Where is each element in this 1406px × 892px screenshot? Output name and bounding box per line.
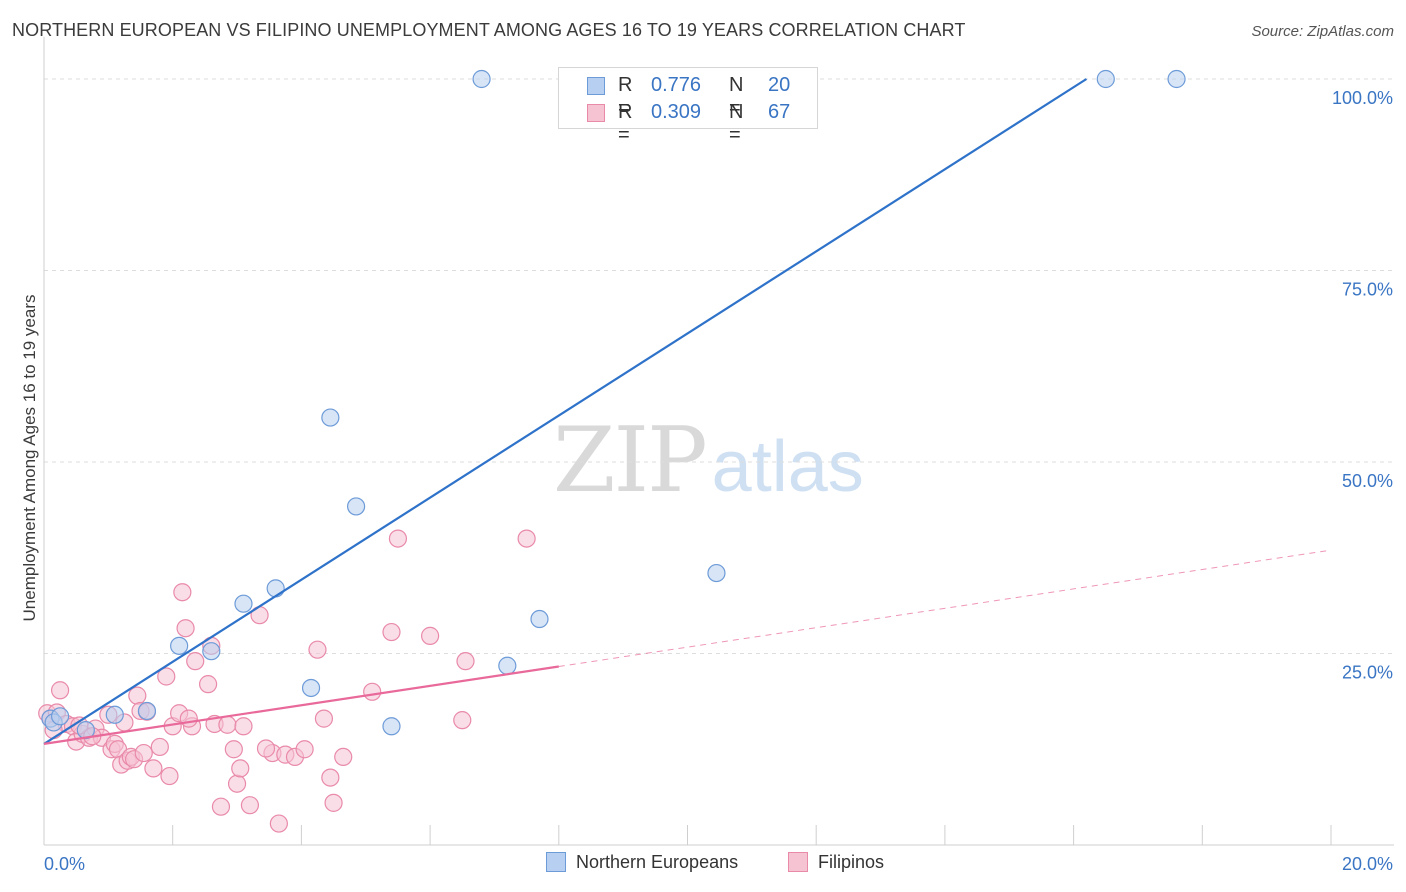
data-point-filipinos — [157, 667, 176, 686]
correlation-legend: R = 0.776 N = 20 R = 0.309 N = 67 — [558, 67, 818, 146]
legend-swatch-blue — [587, 77, 605, 95]
trend-line-extension-filipinos — [558, 549, 1332, 668]
data-point-northern-europeans — [50, 707, 70, 726]
legend-swatch-pink — [788, 852, 808, 872]
legend-r-label: R = — [618, 74, 633, 119]
data-point-northern-europeans — [137, 701, 157, 721]
data-point-northern-europeans — [321, 408, 340, 427]
legend-n-label: N = — [729, 101, 744, 146]
x-tick-label: 20.0% — [1342, 854, 1393, 874]
data-point-filipinos — [179, 709, 198, 728]
data-point-filipinos — [218, 715, 237, 734]
data-point-northern-europeans — [266, 579, 285, 598]
data-point-filipinos — [382, 622, 401, 642]
data-point-northern-europeans — [202, 642, 221, 661]
legend-r-label: R = — [618, 101, 633, 146]
data-point-northern-europeans — [346, 497, 366, 516]
data-point-northern-europeans — [498, 656, 517, 675]
x-tick-label: 0.0% — [44, 854, 85, 874]
data-point-filipinos — [176, 619, 195, 638]
data-point-filipinos — [388, 529, 408, 548]
data-point-filipinos — [334, 747, 353, 767]
data-point-filipinos — [295, 740, 314, 759]
data-point-filipinos — [173, 583, 192, 602]
data-point-filipinos — [227, 774, 247, 793]
legend-swatch-pink — [587, 104, 605, 122]
data-point-northern-europeans — [1096, 69, 1115, 89]
data-point-filipinos — [321, 768, 340, 787]
data-point-filipinos — [269, 814, 288, 833]
data-point-northern-europeans — [530, 609, 549, 629]
data-point-northern-europeans — [170, 636, 189, 655]
trend-line-filipinos — [43, 665, 559, 745]
legend-n-value: 67 — [768, 101, 791, 123]
y-tick-label: 50.0% — [1342, 471, 1393, 491]
legend-swatch-blue — [546, 852, 566, 872]
data-point-northern-europeans — [234, 594, 253, 613]
data-point-northern-europeans — [301, 678, 321, 698]
legend-label-filipinos: Filipinos — [818, 852, 885, 872]
data-point-filipinos — [517, 529, 536, 548]
data-point-filipinos — [456, 652, 475, 671]
watermark-atlas: atlas — [711, 427, 864, 507]
legend-r-value: 0.309 — [651, 101, 702, 123]
data-point-filipinos — [256, 739, 276, 758]
legend-northern-europeans: Northern Europeans — [546, 852, 738, 873]
data-point-filipinos — [211, 797, 231, 816]
watermark-zip: ZIP — [553, 408, 708, 513]
legend-n-label: N = — [729, 74, 744, 119]
data-point-filipinos — [160, 766, 179, 786]
chart-title: NORTHERN EUROPEAN VS FILIPINO UNEMPLOYME… — [12, 20, 966, 40]
y-tick-label: 25.0% — [1342, 663, 1393, 683]
data-point-filipinos — [234, 717, 253, 736]
data-point-northern-europeans — [382, 717, 401, 736]
source-label: Source: ZipAtlas.com — [1251, 23, 1394, 40]
data-point-northern-europeans — [472, 69, 491, 89]
legend-r-value: 0.776 — [651, 74, 702, 96]
legend-filipinos: Filipinos — [788, 852, 884, 873]
data-point-filipinos — [150, 737, 169, 757]
data-point-northern-europeans — [707, 563, 726, 583]
data-point-filipinos — [128, 686, 147, 705]
data-point-filipinos — [144, 759, 163, 778]
data-point-filipinos — [198, 675, 218, 694]
legend-label-northern-europeans: Northern Europeans — [576, 852, 739, 872]
y-tick-label: 75.0% — [1342, 280, 1393, 300]
data-point-filipinos — [314, 709, 334, 728]
data-point-northern-europeans — [1167, 69, 1186, 89]
data-point-filipinos — [240, 796, 260, 815]
data-point-filipinos — [421, 626, 440, 645]
data-point-filipinos — [324, 793, 343, 812]
data-point-filipinos — [308, 640, 327, 659]
data-point-filipinos — [231, 759, 250, 778]
legend-n-value: 20 — [768, 74, 791, 96]
y-axis-label: Unemployment Among Ages 16 to 19 years — [20, 294, 39, 622]
trend-line-northern-europeans — [43, 78, 1088, 745]
data-point-filipinos — [224, 740, 243, 759]
data-point-northern-europeans — [105, 705, 124, 724]
y-tick-label: 100.0% — [1332, 88, 1393, 108]
data-point-filipinos — [134, 743, 153, 763]
data-point-filipinos — [186, 652, 205, 671]
data-point-filipinos — [363, 682, 382, 701]
data-point-filipinos — [50, 681, 70, 700]
data-point-filipinos — [453, 711, 472, 730]
watermark: ZIPatlas — [553, 408, 864, 513]
